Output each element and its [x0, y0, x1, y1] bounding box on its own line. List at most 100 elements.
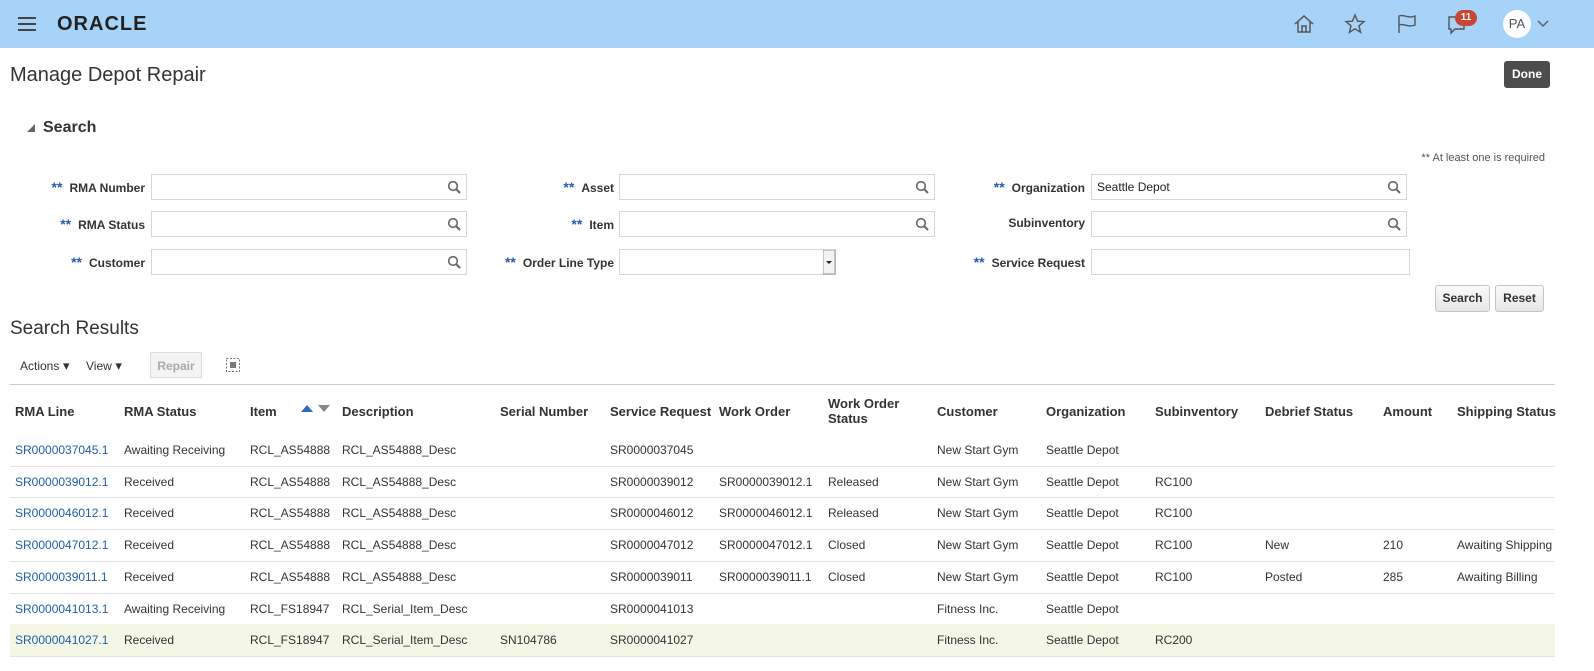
field-label-text: Order Line Type	[522, 256, 614, 270]
table-cell: Seattle Depot	[1046, 569, 1119, 584]
table-cell: Fitness Inc.	[937, 633, 999, 648]
field-label-text: Item	[589, 218, 614, 232]
table-cell: SR0000039011	[610, 569, 693, 584]
table-cell: Seattle Depot	[1046, 538, 1119, 553]
table-cell: 285	[1383, 569, 1404, 584]
table-cell: Seattle Depot	[1046, 601, 1119, 616]
column-header: Work Order	[719, 403, 791, 419]
table-cell: SR0000041013	[610, 601, 694, 616]
search-icon[interactable]	[447, 180, 461, 194]
search-icon[interactable]	[447, 255, 461, 269]
required-mark: **	[993, 179, 1005, 195]
brand: ORACLE	[57, 13, 148, 35]
field-label: ** Order Line Type	[505, 254, 614, 270]
row-divider	[10, 592, 1555, 594]
menu-icon[interactable]	[18, 16, 38, 32]
table-cell: Received	[124, 633, 175, 648]
collapse-icon[interactable]	[26, 123, 36, 133]
table-cell: Seattle Depot	[1046, 506, 1119, 521]
sort-icons[interactable]	[300, 404, 332, 414]
field-label: ** RMA Status	[60, 216, 145, 232]
search-title: Search	[43, 119, 97, 136]
search-button[interactable]: Search	[1435, 285, 1490, 312]
user-menu-caret[interactable]	[1537, 20, 1549, 28]
required-mark: **	[973, 254, 985, 270]
column-header: Debrief Status	[1265, 403, 1354, 419]
field-input[interactable]	[151, 211, 467, 237]
field-input[interactable]: Seattle Depot	[1091, 174, 1407, 200]
field-label: Subinventory	[1008, 216, 1085, 230]
table-cell: New Start Gym	[937, 538, 1019, 553]
field-label: ** Item	[571, 216, 614, 232]
search-icon[interactable]	[1387, 217, 1401, 231]
column-header: Amount	[1383, 403, 1433, 419]
row-divider	[10, 655, 1555, 657]
table-cell: Received	[124, 569, 175, 584]
table-cell: RCL_Serial_Item_Desc	[342, 633, 468, 648]
field-input[interactable]	[619, 174, 935, 200]
search-icon[interactable]	[447, 217, 461, 231]
field-input[interactable]	[619, 249, 836, 275]
required-mark: **	[563, 179, 575, 195]
dropdown-icon[interactable]	[823, 250, 836, 275]
field-input[interactable]	[1091, 249, 1410, 275]
search-button[interactable]: Reset	[1495, 285, 1544, 312]
table-cell: New Start Gym	[937, 474, 1019, 489]
toolbar-menu[interactable]: Actions ▾	[20, 358, 70, 373]
table-cell: RCL_FS18947	[250, 601, 330, 616]
table-cell: RCL_AS54888_Desc	[342, 443, 457, 457]
rma-line-link[interactable]: SR0000037045.1	[15, 443, 109, 457]
table-cell: RCL_AS54888	[250, 538, 331, 553]
required-mark: **	[51, 179, 63, 195]
rma-line-link[interactable]: SR0000039011.1	[15, 569, 108, 584]
selected-row	[10, 624, 1555, 656]
table-cell: SR0000047012	[610, 538, 694, 553]
table-cell: Received	[124, 506, 175, 521]
table-cell: RC100	[1155, 474, 1193, 489]
home-icon[interactable]	[1293, 14, 1315, 34]
table-cell: RCL_AS54888	[250, 443, 331, 457]
table-cell: Posted	[1265, 569, 1303, 584]
search-icon[interactable]	[915, 217, 929, 231]
row-divider	[10, 497, 1555, 499]
search-icon[interactable]	[1387, 180, 1401, 194]
rma-line-link[interactable]: SR0000041013.1	[15, 601, 109, 616]
table-cell: New Start Gym	[937, 443, 1019, 457]
field-label-text: Subinventory	[1008, 216, 1085, 230]
rma-line-link[interactable]: SR0000047012.1	[15, 538, 109, 553]
table-cell: Released	[828, 474, 879, 489]
field-label-text: Organization	[1011, 181, 1085, 195]
table-cell: Awaiting Receiving	[124, 443, 226, 457]
page-title: Manage Depot Repair	[10, 64, 206, 86]
table-cell: New Start Gym	[937, 506, 1019, 521]
column-header: Item	[250, 403, 277, 419]
flag-icon[interactable]	[1396, 13, 1418, 35]
detach-icon[interactable]	[225, 357, 241, 373]
table-cell: Received	[124, 538, 175, 553]
row-divider	[10, 560, 1555, 562]
table-cell: Closed	[828, 569, 866, 584]
user-avatar[interactable]: PA	[1503, 10, 1531, 38]
field-input[interactable]	[151, 174, 467, 200]
field-label: ** Organization	[994, 179, 1085, 195]
field-input[interactable]	[1091, 211, 1407, 237]
favorites-icon[interactable]	[1344, 13, 1366, 35]
field-input[interactable]	[619, 211, 935, 237]
required-note: ** At least one is required	[1421, 152, 1545, 164]
rma-line-link[interactable]: SR0000046012.1	[15, 506, 109, 521]
table-cell: Seattle Depot	[1046, 633, 1119, 648]
rma-line-link[interactable]: SR0000041027.1	[15, 633, 109, 648]
field-label-text: Service Request	[991, 256, 1085, 270]
table-cell: SR0000039012	[610, 474, 694, 489]
rma-line-link[interactable]: SR0000039012.1	[15, 474, 109, 489]
repair-button[interactable]: Repair	[150, 352, 202, 378]
done-button[interactable]: Done	[1504, 61, 1550, 88]
field-input[interactable]	[151, 249, 467, 275]
required-mark: **	[504, 254, 516, 270]
column-header: Service Request	[610, 403, 712, 419]
search-icon[interactable]	[915, 180, 929, 194]
table-cell: 210	[1383, 538, 1404, 553]
table-cell: RCL_AS54888_Desc	[342, 474, 457, 489]
toolbar-menu[interactable]: View ▾	[86, 358, 122, 373]
